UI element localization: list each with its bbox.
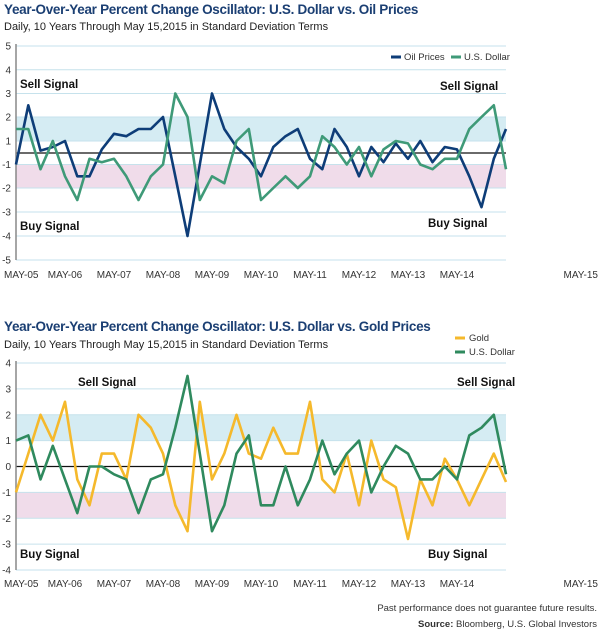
source-label: Source: — [418, 619, 453, 630]
y-tick-label: -1 — [2, 488, 11, 499]
x-tick-label: MAY-12 — [342, 579, 377, 590]
source-line: Source: Bloomberg, U.S. Global Investors — [418, 619, 597, 630]
source-text: Bloomberg, U.S. Global Investors — [456, 619, 597, 630]
x-tick-label: MAY-09 — [195, 270, 230, 281]
annotation-sell-left: Sell Signal — [20, 79, 78, 91]
series-line-u-s-dollar — [16, 92, 508, 202]
chart-title: Year-Over-Year Percent Change Oscillator… — [4, 319, 430, 334]
x-tick-label: MAY-14 — [440, 579, 475, 590]
y-axis-ticks: 4 3 2 1 0 -1 -2 -3 -4 — [2, 359, 11, 577]
legend-label-gold: Gold — [469, 333, 489, 344]
chart-title: Year-Over-Year Percent Change Oscillator… — [4, 2, 418, 17]
y-tick-label: 0 — [5, 462, 11, 473]
x-axis-ticks: MAY-05 MAY-06 MAY-07 MAY-08 MAY-09 MAY-10 MAY-… — [4, 579, 598, 590]
annotation-buy-right: Buy Signal — [428, 549, 487, 561]
x-tick-label: MAY-05 — [4, 270, 39, 281]
y-tick-label: 4 — [5, 359, 11, 370]
x-tick-label: MAY-12 — [342, 270, 377, 281]
signal-band — [16, 117, 506, 141]
x-tick-label: MAY-09 — [195, 579, 230, 590]
x-tick-label: MAY-14 — [440, 270, 475, 281]
y-tick-label: 1 — [5, 436, 11, 447]
chart-gold: Year-Over-Year Percent Change Oscillator… — [2, 319, 598, 590]
x-axis-ticks: MAY-05 MAY-06 MAY-07 MAY-08 MAY-09 MAY-10 MAY-… — [4, 270, 598, 281]
x-tick-label: MAY-11 — [293, 270, 327, 281]
x-tick-label: MAY-06 — [48, 270, 83, 281]
x-tick-label: MAY-08 — [146, 270, 181, 281]
legend-label-oil: Oil Prices — [404, 52, 445, 63]
y-tick-label: 5 — [5, 42, 11, 53]
y-tick-label: 4 — [5, 65, 11, 76]
chart-subtitle: Daily, 10 Years Through May 15,2015 in S… — [4, 21, 329, 33]
chart-oil: Year-Over-Year Percent Change Oscillator… — [2, 2, 598, 281]
series-line-gold — [14, 400, 508, 541]
y-tick-label: -5 — [2, 256, 11, 267]
y-tick-label: -3 — [2, 208, 11, 219]
legend: Gold U.S. Dollar — [455, 333, 515, 358]
x-tick-label: MAY-15 — [564, 270, 599, 281]
gridlines — [15, 44, 506, 261]
x-tick-label: MAY-15 — [564, 579, 599, 590]
chart-subtitle: Daily, 10 Years Through May 15,2015 in S… — [4, 339, 329, 351]
signal-bands — [16, 414, 506, 519]
series-line-oil-prices — [14, 92, 508, 238]
y-tick-label: 2 — [5, 410, 11, 421]
y-tick-label: -4 — [2, 566, 11, 577]
signal-band — [16, 414, 506, 441]
y-tick-label: -2 — [2, 184, 11, 195]
annotation-sell-left: Sell Signal — [78, 377, 136, 389]
series-lines — [14, 92, 508, 238]
annotation-buy-right: Buy Signal — [428, 218, 487, 230]
y-tick-label: 1 — [5, 137, 11, 148]
x-tick-label: MAY-11 — [293, 579, 327, 590]
y-tick-label: -3 — [2, 540, 11, 551]
annotation-buy-left: Buy Signal — [20, 549, 79, 561]
y-tick-label: 2 — [5, 113, 11, 124]
legend: Oil Prices U.S. Dollar — [391, 52, 510, 63]
y-tick-label: -2 — [2, 514, 11, 525]
x-tick-label: MAY-13 — [391, 270, 426, 281]
x-tick-label: MAY-13 — [391, 579, 426, 590]
x-tick-label: MAY-07 — [97, 270, 132, 281]
disclaimer: Past performance does not guarantee futu… — [377, 603, 597, 614]
legend-label-usd: U.S. Dollar — [469, 347, 515, 358]
x-tick-label: MAY-05 — [4, 579, 39, 590]
annotation-sell-right: Sell Signal — [457, 377, 515, 389]
y-tick-label: 3 — [5, 384, 11, 395]
x-tick-label: MAY-07 — [97, 579, 132, 590]
x-tick-label: MAY-10 — [244, 579, 279, 590]
y-tick-label: -4 — [2, 232, 11, 243]
x-tick-label: MAY-10 — [244, 270, 279, 281]
legend-label-usd: U.S. Dollar — [464, 52, 510, 63]
y-tick-label: -1 — [2, 160, 11, 171]
annotation-sell-right: Sell Signal — [440, 81, 498, 93]
y-tick-label: 3 — [5, 89, 11, 100]
x-tick-label: MAY-06 — [48, 579, 83, 590]
y-axis-ticks: 5 4 3 2 1 -1 -2 -3 -4 -5 — [2, 42, 11, 267]
annotation-buy-left: Buy Signal — [20, 221, 79, 233]
series-line-u-s-dollar — [15, 374, 508, 533]
x-tick-label: MAY-08 — [146, 579, 181, 590]
series-lines — [14, 374, 508, 541]
